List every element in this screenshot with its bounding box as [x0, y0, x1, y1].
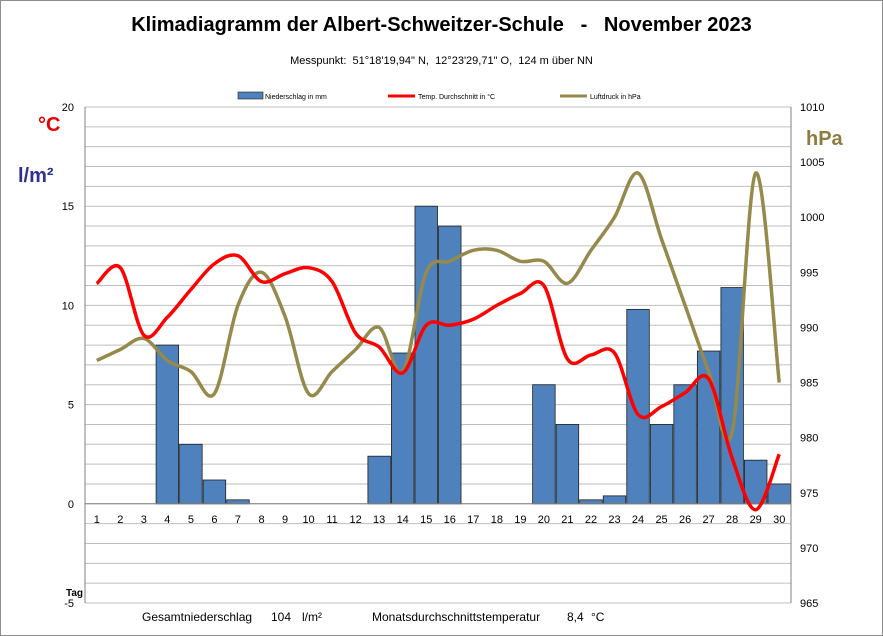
left-tick-label: 10	[62, 300, 74, 312]
legend-label-precipitation: Niederschlag in mm	[265, 94, 327, 101]
x-tick-label: 27	[703, 514, 715, 526]
pressure-line	[96, 171, 781, 443]
right-tick-label: 990	[800, 322, 818, 334]
temperature-line	[95, 253, 781, 512]
legend-label-pressure: Luftdruck in hPa	[590, 94, 641, 101]
x-tick-label: 19	[514, 514, 526, 526]
right-tick-label: 975	[800, 488, 818, 500]
plot-axes	[84, 107, 792, 603]
x-tick-label: 7	[235, 514, 241, 526]
x-tick-label: 29	[750, 514, 762, 526]
x-tick-label: 3	[141, 514, 147, 526]
precipitation-bar	[532, 384, 556, 505]
chart-title: Klimadiagramm der Albert-Schweitzer-Schu…	[131, 14, 752, 36]
x-tick-label: 6	[211, 514, 217, 526]
x-tick-label: 5	[188, 514, 194, 526]
precipitation-bar	[391, 352, 415, 505]
x-tick-label: 15	[420, 514, 432, 526]
precipitation-bar	[179, 443, 203, 505]
x-tick-label: 16	[444, 514, 456, 526]
x-tick-label: 9	[282, 514, 288, 526]
precipitation-bar	[202, 479, 227, 505]
avg-temperature-label: Monatsdurchschnittstemperatur	[372, 610, 540, 624]
x-tick-label: 10	[302, 514, 314, 526]
x-tick-label: 21	[561, 514, 573, 526]
precipitation-bar	[720, 287, 744, 505]
avg-temperature-value: 8,4	[567, 610, 584, 624]
left-tick-label: 20	[62, 102, 74, 114]
left-tick-label: 15	[62, 201, 74, 213]
left-tick-labels: 20 15 10 5 0 -5	[62, 102, 74, 610]
total-precipitation-unit: l/m²	[302, 610, 322, 624]
x-tick-label: 20	[538, 514, 550, 526]
left-tick-label: 5	[68, 400, 74, 412]
unit-pressure-label: hPa	[806, 128, 844, 150]
x-tick-label: 30	[773, 514, 785, 526]
right-tick-label: 995	[800, 267, 818, 279]
x-tick-label: 22	[585, 514, 597, 526]
x-tick-label: 8	[258, 514, 264, 526]
precipitation-bar	[579, 499, 603, 505]
grid-lines	[85, 106, 791, 604]
precipitation-bar	[438, 225, 462, 505]
right-tick-label: 970	[800, 543, 818, 555]
x-tick-label: 24	[632, 514, 644, 526]
precipitation-bar	[673, 384, 697, 505]
precipitation-bar	[367, 455, 391, 505]
precipitation-bar	[602, 495, 627, 505]
x-tick-label: 4	[164, 514, 170, 526]
precipitation-bar	[649, 424, 674, 505]
x-tick-label: 2	[117, 514, 123, 526]
precipitation-bar	[414, 205, 438, 505]
right-tick-label: 1005	[800, 157, 824, 169]
x-tick-label: 26	[679, 514, 691, 526]
x-tick-label: 28	[726, 514, 738, 526]
precipitation-bar	[626, 308, 650, 505]
left-tick-label: -5	[64, 598, 74, 610]
total-precipitation-label: Gesamtniederschlag	[142, 610, 252, 624]
right-tick-label: 1000	[800, 212, 824, 224]
x-tick-label: 13	[373, 514, 385, 526]
x-tick-label: 25	[655, 514, 667, 526]
right-tick-labels: 1010 1005 1000 995 990 985 980 975 970 965	[800, 102, 824, 610]
precipitation-bar	[155, 344, 180, 505]
x-tick-label: 23	[608, 514, 620, 526]
total-precipitation-value: 104	[271, 610, 291, 624]
series-lines	[95, 171, 781, 512]
x-tick-label: 12	[350, 514, 362, 526]
left-tick-label: 0	[68, 499, 74, 511]
right-tick-label: 965	[800, 598, 818, 610]
x-tick-label: 1	[94, 514, 100, 526]
unit-precipitation-label: l/m²	[18, 165, 54, 187]
avg-temperature-unit: °C	[591, 610, 605, 624]
precipitation-bar	[226, 499, 250, 505]
x-tick-label: 18	[491, 514, 503, 526]
x-tick-labels: 1 2 3 4 5 6 7 8 9 10 11 12 13 14 15 16 17 18 19 20 21 22 23 24 2…	[94, 514, 786, 526]
right-tick-label: 985	[800, 378, 818, 390]
legend: Niederschlag in mm Temp. Durchschnitt in …	[237, 91, 641, 101]
x-tick-label: 11	[326, 514, 337, 526]
precipitation-bar	[767, 483, 791, 505]
legend-swatch-precipitation	[237, 91, 264, 100]
x-axis-label: Tag	[66, 588, 83, 599]
unit-temperature-label: °C	[38, 114, 60, 136]
x-tick-label: 14	[397, 514, 409, 526]
chart-subtitle: Messpunkt: 51°18'19,94" N, 12°23'29,71" …	[290, 55, 593, 67]
legend-label-temperature: Temp. Durchschnitt in °C	[418, 93, 495, 101]
right-tick-label: 980	[800, 433, 818, 445]
precipitation-bar	[555, 424, 580, 505]
right-tick-label: 1010	[800, 102, 824, 114]
x-tick-label: 17	[467, 514, 479, 526]
